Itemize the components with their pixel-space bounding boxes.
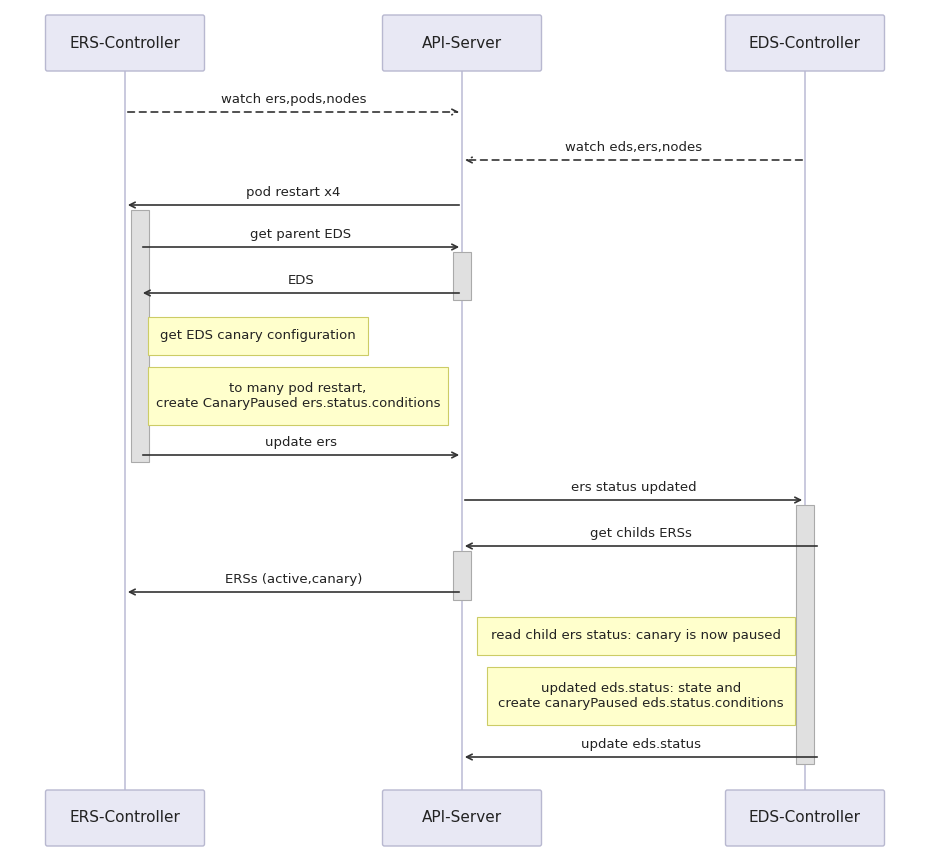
FancyBboxPatch shape: [382, 15, 541, 71]
FancyBboxPatch shape: [487, 667, 795, 725]
FancyBboxPatch shape: [46, 790, 205, 846]
FancyBboxPatch shape: [148, 367, 448, 425]
FancyBboxPatch shape: [453, 252, 471, 300]
Text: watch ers,pods,nodes: watch ers,pods,nodes: [220, 93, 366, 106]
Text: to many pod restart,
create CanaryPaused ers.status.conditions: to many pod restart, create CanaryPaused…: [155, 382, 440, 410]
Text: ERS-Controller: ERS-Controller: [70, 35, 180, 51]
Text: API-Server: API-Server: [422, 810, 502, 826]
Text: ers status updated: ers status updated: [571, 481, 697, 494]
Text: pod restart x4: pod restart x4: [246, 186, 340, 199]
Text: read child ers status: canary is now paused: read child ers status: canary is now pau…: [491, 629, 781, 642]
FancyBboxPatch shape: [477, 617, 795, 655]
Text: updated eds.status: state and
create canaryPaused eds.status.conditions: updated eds.status: state and create can…: [498, 682, 784, 710]
Text: API-Server: API-Server: [422, 35, 502, 51]
FancyBboxPatch shape: [148, 317, 368, 355]
FancyBboxPatch shape: [796, 505, 814, 764]
Text: EDS-Controller: EDS-Controller: [749, 810, 861, 826]
Text: EDS: EDS: [287, 274, 314, 287]
Text: get childs ERSs: get childs ERSs: [590, 527, 692, 540]
FancyBboxPatch shape: [725, 15, 884, 71]
Text: ERS-Controller: ERS-Controller: [70, 810, 180, 826]
FancyBboxPatch shape: [725, 790, 884, 846]
FancyBboxPatch shape: [46, 15, 205, 71]
FancyBboxPatch shape: [453, 551, 471, 600]
Text: update ers: update ers: [265, 436, 337, 449]
FancyBboxPatch shape: [382, 790, 541, 846]
Text: EDS-Controller: EDS-Controller: [749, 35, 861, 51]
Text: update eds.status: update eds.status: [581, 738, 701, 751]
Text: watch eds,ers,nodes: watch eds,ers,nodes: [565, 141, 702, 154]
FancyBboxPatch shape: [131, 210, 149, 462]
Text: get parent EDS: get parent EDS: [250, 228, 352, 241]
Text: get EDS canary configuration: get EDS canary configuration: [160, 330, 356, 343]
Text: ERSs (active,canary): ERSs (active,canary): [225, 573, 362, 586]
